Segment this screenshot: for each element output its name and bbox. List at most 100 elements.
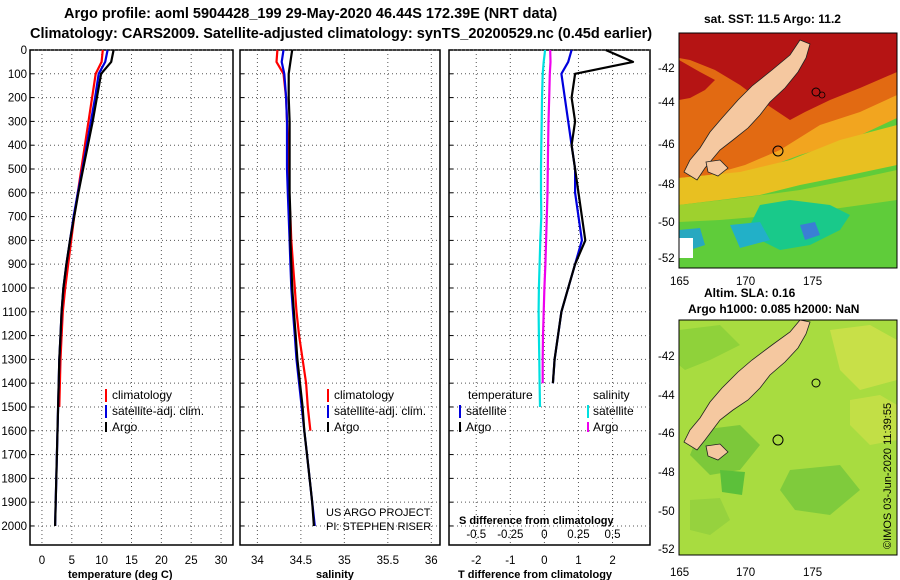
y-tick-label: 400 — [8, 140, 27, 152]
secondary-x-tick-label: -0.25 — [497, 529, 523, 541]
legend-label-argo: Argo — [112, 420, 138, 434]
legend-label-s-argo: Argo — [593, 420, 619, 434]
x-tick-label: -1 — [505, 555, 515, 567]
figure-title-line1: Argo profile: aoml 5904428_199 29-May-20… — [64, 6, 558, 22]
x-tick-label: 15 — [125, 555, 138, 567]
legend-label-argo: Argo — [334, 420, 360, 434]
legend-label-t-argo: Argo — [466, 420, 492, 434]
legend-heading-salinity: salinity — [593, 388, 630, 402]
y-tick-label: 900 — [8, 259, 27, 271]
x-tick-label: 5 — [69, 555, 75, 567]
sla-lon-tick: 165 — [670, 567, 689, 579]
sst-map-frame — [678, 32, 898, 269]
legend-label-climatology: climatology — [334, 388, 394, 402]
x-tick-label: 20 — [155, 555, 168, 567]
y-tick-label: 2000 — [1, 521, 27, 533]
x-tick-label: 1 — [575, 555, 581, 567]
xlabel-temperature: temperature (deg C) — [68, 569, 173, 580]
x-tick-label: 2 — [609, 555, 615, 567]
secondary-x-tick-label: 0 — [541, 529, 547, 541]
sst-lat-tick: -42 — [658, 63, 675, 75]
sst-lon-tick: 170 — [736, 276, 755, 288]
y-tick-label: 700 — [8, 212, 27, 224]
panel-salinity-frame — [239, 49, 441, 546]
x-tick-label: 25 — [185, 555, 198, 567]
sla-map-frame — [678, 319, 898, 556]
sst-map: sat. SST: 11.5 Argo: 11.2 -42 -44 -46 -4… — [658, 12, 898, 288]
legend-salinity: climatology satellite-adj. clim. Argo — [327, 388, 426, 434]
series-line-climatology — [275, 49, 312, 431]
secondary-x-tick-label: 0.5 — [605, 529, 621, 541]
x-tick-label: 10 — [95, 555, 108, 567]
x-tick-label: -2 — [471, 555, 481, 567]
secondary-xlabel-difference: S difference from climatology — [459, 515, 615, 527]
y-tick-label: 1900 — [1, 497, 27, 509]
sla-lat-tick: -52 — [658, 544, 675, 556]
series-line-salinity-satellite — [537, 49, 547, 408]
x-tick-label: 35.5 — [377, 555, 399, 567]
y-tick-label: 1400 — [1, 378, 27, 390]
sst-lat-tick: -48 — [658, 179, 675, 191]
y-tick-label: 800 — [8, 235, 27, 247]
y-tick-label: 1500 — [1, 402, 27, 414]
sst-lon-tick: 165 — [670, 276, 689, 288]
y-tick-label: 1200 — [1, 331, 27, 343]
y-tick-label: 0 — [21, 45, 27, 57]
series-line-temperature-argo — [551, 48, 635, 384]
y-tick-label: 1000 — [1, 283, 27, 295]
y-tick-label: 300 — [8, 116, 27, 128]
legend-label-s-satellite: satellite — [593, 404, 634, 418]
xlabel-difference: T difference from climatology — [458, 569, 613, 580]
sst-lon-tick: 175 — [803, 276, 822, 288]
annotation-pi: PI: STEPHEN RISER — [326, 521, 431, 533]
sst-lat-tick: -50 — [658, 217, 675, 229]
x-tick-label: 0 — [541, 555, 547, 567]
legend-label-climatology: climatology — [112, 388, 172, 402]
y-tick-label: 600 — [8, 188, 27, 200]
figure-title-line2: Climatology: CARS2009. Satellite-adjuste… — [30, 26, 653, 42]
secondary-x-tick-label: 0.25 — [567, 529, 589, 541]
series-line-satellite-adj-clim- — [280, 49, 316, 527]
secondary-x-tick-label: -0.5 — [466, 529, 486, 541]
sst-lat-tick: -44 — [658, 97, 675, 109]
sla-lat-tick: -50 — [658, 506, 675, 518]
x-tick-label: 30 — [215, 555, 228, 567]
sla-lon-tick: 175 — [803, 567, 822, 579]
y-tick-label: 1100 — [2, 307, 27, 319]
y-tick-label: 100 — [8, 69, 27, 81]
sla-lat-tick: -48 — [658, 467, 675, 479]
y-tick-label: 1300 — [1, 354, 27, 366]
legend-label-satellite: satellite-adj. clim. — [334, 404, 426, 418]
y-tick-label: 200 — [8, 93, 27, 105]
y-tick-label: 1600 — [1, 426, 27, 438]
legend-temperature: climatology satellite-adj. clim. Argo — [105, 388, 204, 434]
sla-lat-tick: -42 — [658, 351, 675, 363]
sst-map-title: sat. SST: 11.5 Argo: 11.2 — [704, 12, 841, 26]
sla-map-subtitle: Argo h1000: 0.085 h2000: NaN — [688, 302, 859, 316]
sst-lat-tick: -46 — [658, 139, 675, 151]
x-tick-label: 0 — [39, 555, 45, 567]
annotation-project: US ARGO PROJECT — [326, 507, 431, 519]
legend-difference: temperature satellite Argo salinity sate… — [459, 388, 634, 434]
sla-lat-tick: -44 — [658, 390, 675, 402]
series-line-argo — [54, 49, 115, 527]
legend-label-satellite: satellite-adj. clim. — [112, 404, 204, 418]
sla-map-title: Altim. SLA: 0.16 — [704, 286, 796, 300]
x-tick-label: 36 — [425, 555, 438, 567]
y-tick-label: 1700 — [1, 450, 27, 462]
legend-label-t-satellite: satellite — [466, 404, 507, 418]
sla-lat-tick: -46 — [658, 428, 675, 440]
xlabel-salinity: salinity — [316, 569, 355, 580]
credit-text: ©IMOS 03-Jun-2020 11:39:55 — [882, 403, 894, 549]
y-tick-label: 1800 — [1, 473, 27, 485]
x-tick-label: 35 — [338, 555, 351, 567]
y-tick-label: 500 — [8, 164, 27, 176]
sla-map: Altim. SLA: 0.16 Argo h1000: 0.085 h2000… — [658, 286, 898, 579]
series-line-argo — [287, 49, 315, 527]
x-tick-label: 34 — [251, 555, 264, 567]
legend-heading-temperature: temperature — [468, 388, 533, 402]
x-tick-label: 34.5 — [290, 555, 312, 567]
sst-lat-tick: -52 — [658, 253, 675, 265]
series-line-salinity-argo — [541, 49, 552, 384]
